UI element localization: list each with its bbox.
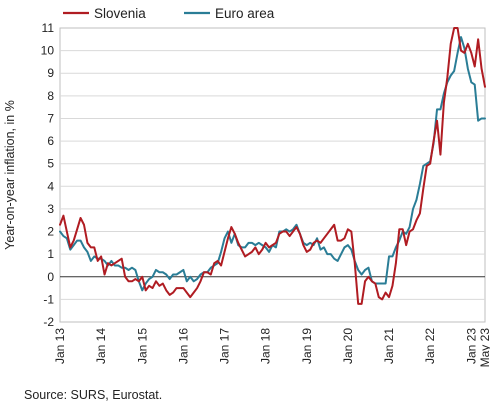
y-tick-label: 4 [47,179,54,193]
legend-label: Euro area [215,6,275,21]
y-tick-label: -2 [43,315,54,329]
series-line-slovenia [59,27,486,305]
legend-label: Slovenia [94,6,146,21]
y-tick-label: 8 [47,89,54,103]
x-tick-label: Jan 17 [218,328,232,364]
y-tick-label: 2 [47,225,54,239]
y-tick-label: 5 [47,157,54,171]
y-tick-label: 7 [47,111,54,125]
x-tick-label: Jan 22 [423,328,437,364]
y-tick-label: 3 [47,202,54,216]
y-tick-label: -1 [43,292,54,306]
horizontal-gridlines [60,50,485,300]
x-tick-label: Jan 19 [300,328,314,364]
x-tick-label: Jan 14 [94,328,108,364]
x-tick-label: Jan 15 [135,328,149,364]
x-tick-label: Jan 18 [259,328,273,364]
plot-area-frame [59,27,486,323]
chart-source-note: Source: SURS, Eurostat. [24,388,162,402]
series-lines [59,27,486,305]
x-tick-label: Jan 16 [176,328,190,364]
x-tick-label: Jan 23 [464,328,478,364]
x-axis-tick-labels: Jan 13 Jan 14 Jan 15 Jan 16 Jan 17 Jan 18 Jan … [53,328,490,368]
y-axis-title: Year-on-year inflation, in % [3,100,17,250]
y-tick-label: 6 [47,134,54,148]
y-tick-label: 1 [47,247,54,261]
x-tick-label: Jan 13 [53,328,67,364]
y-tick-label: 11 [42,21,55,35]
x-tick-label: Jan 21 [382,328,396,364]
y-tick-label: 0 [47,270,54,284]
y-axis-tick-labels: -2 -1 0 1 2 3 4 5 6 7 8 9 10 11 [41,21,55,329]
chart-legend: Slovenia Euro area [63,6,275,21]
y-tick-label: 9 [47,66,54,80]
y-tick-label: 10 [41,44,55,58]
x-tick-label: May 23 [478,328,490,368]
x-tick-label: Jan 20 [341,328,355,364]
